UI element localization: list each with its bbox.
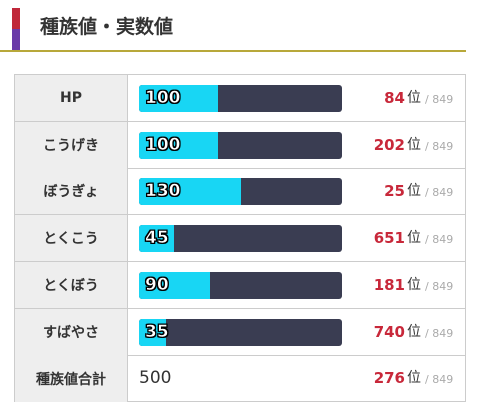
rank-unit: 位 — [407, 183, 421, 200]
rank-unit: 位 — [407, 136, 421, 153]
stat-label: HP — [15, 75, 128, 121]
rank-value: 651 — [373, 229, 405, 248]
bar-track: 130 — [139, 178, 342, 206]
stat-label: とくこう — [15, 215, 128, 262]
stat-value: 90 — [145, 274, 169, 295]
stat-value: 100 — [145, 88, 181, 109]
stat-label: こうげき — [15, 121, 128, 168]
bar-track: 35 — [139, 318, 342, 346]
rank-unit: 位 — [407, 230, 421, 247]
rank-total: / 849 — [425, 93, 454, 106]
stat-row: すばやさ 35 740 位 / 849 — [15, 308, 465, 356]
stat-bar — [139, 85, 218, 112]
rank-total: / 849 — [425, 186, 454, 200]
stat-value: 130 — [145, 181, 181, 202]
stat-label: ぼうぎょ — [15, 168, 128, 215]
stat-row: HP 100 84 位 / 849 — [15, 75, 465, 122]
stat-bar — [139, 178, 242, 206]
rank-total: / 849 — [425, 326, 454, 340]
bar-track: 100 — [139, 131, 342, 159]
stat-row: ぼうぎょ 130 25 位 / 849 — [15, 168, 465, 216]
stat-row: こうげき 100 202 位 / 849 — [15, 121, 465, 169]
stat-row: とくこう 45 651 位 / 849 — [15, 215, 465, 263]
bar-track: 90 — [139, 271, 342, 299]
bar-track: 100 — [139, 85, 342, 112]
stat-bar — [139, 131, 218, 159]
stat-bar — [139, 225, 175, 253]
stats-table: HP 100 84 位/ 849 こうげき 100 202 位/ 849 ぼうぎょ 130 25 位 /… — [14, 74, 466, 403]
rank-total: / 849 — [425, 139, 454, 153]
stat-value: 100 — [145, 134, 181, 155]
stat-row: とくぼう 90 181 位 / 849 — [15, 261, 465, 309]
stat-value: 45 — [145, 228, 169, 249]
rank-value: 84 — [384, 89, 405, 107]
stat-bar — [139, 271, 210, 299]
stat-bar — [139, 318, 167, 346]
rank-value: 181 — [373, 275, 405, 294]
rank-value: 202 — [373, 135, 405, 154]
title-rule — [0, 50, 466, 52]
stat-total-value: 500 — [139, 368, 172, 389]
stat-label: 種族値合計 — [15, 355, 128, 403]
bar-track: 45 — [139, 225, 342, 253]
rank-total: / 849 — [425, 279, 454, 293]
rank-total: / 849 — [425, 373, 454, 387]
stat-value: 35 — [145, 321, 169, 342]
rank-unit: 位 — [407, 276, 421, 293]
rank-unit: 位 — [407, 370, 421, 387]
stat-label: すばやさ — [15, 308, 128, 355]
rank-unit: 位 — [407, 323, 421, 340]
stat-label: とくぼう — [15, 261, 128, 308]
rank-value: 25 — [384, 182, 405, 201]
rank-total: / 849 — [425, 233, 454, 247]
section-title: 種族値・実数値 — [40, 16, 174, 38]
rank-unit: 位 — [407, 90, 421, 106]
title-stripe — [12, 8, 20, 50]
stat-row: 種族値合計 500 276 位 / 849 — [15, 355, 465, 403]
rank-value: 740 — [373, 322, 405, 341]
rank-value: 276 — [373, 369, 405, 388]
